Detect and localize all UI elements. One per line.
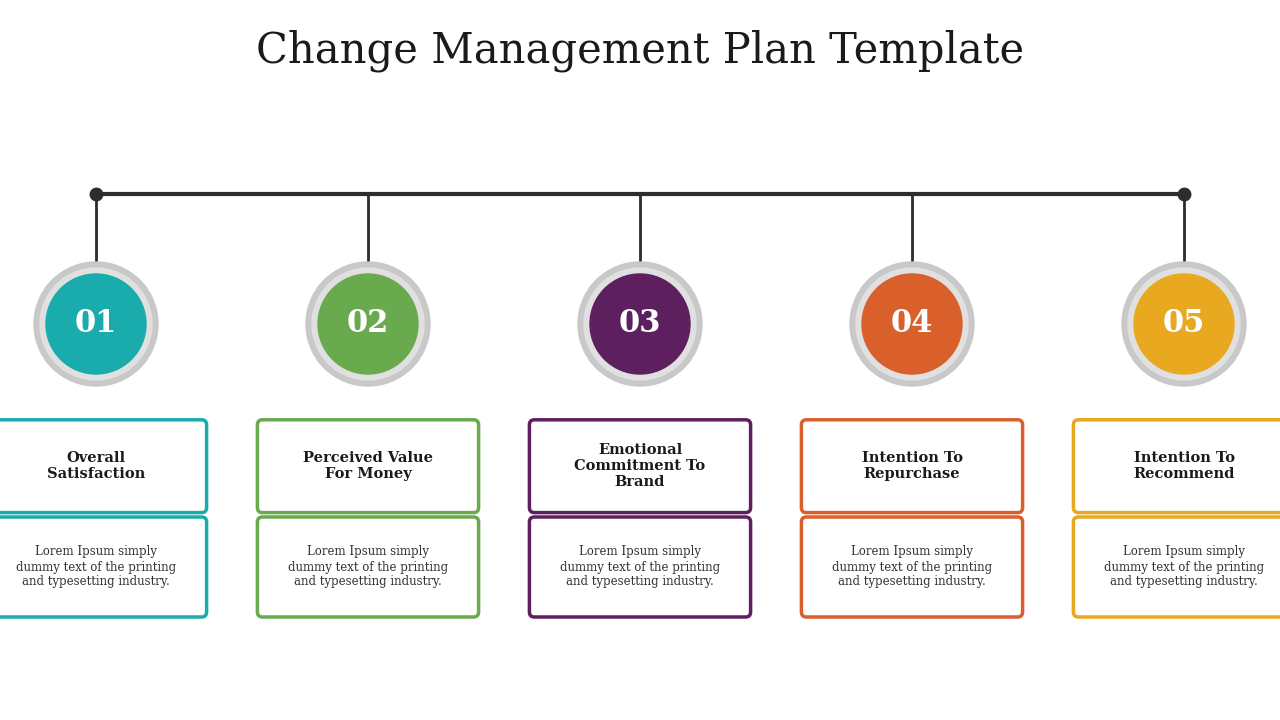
Circle shape [312, 268, 424, 380]
Circle shape [46, 274, 146, 374]
Text: Change Management Plan Template: Change Management Plan Template [256, 29, 1024, 72]
FancyBboxPatch shape [0, 420, 206, 513]
Circle shape [861, 274, 963, 374]
Circle shape [584, 268, 696, 380]
FancyBboxPatch shape [1074, 420, 1280, 513]
Circle shape [579, 262, 701, 386]
Text: Perceived Value
For Money: Perceived Value For Money [303, 451, 433, 481]
Text: Lorem Ipsum simply
dummy text of the printing
and typesetting industry.: Lorem Ipsum simply dummy text of the pri… [1103, 546, 1265, 588]
Text: Lorem Ipsum simply
dummy text of the printing
and typesetting industry.: Lorem Ipsum simply dummy text of the pri… [288, 546, 448, 588]
Text: Emotional
Commitment To
Brand: Emotional Commitment To Brand [575, 443, 705, 490]
Circle shape [856, 268, 968, 380]
Text: Intention To
Repurchase: Intention To Repurchase [861, 451, 963, 481]
Text: Overall
Satisfaction: Overall Satisfaction [47, 451, 145, 481]
Text: 03: 03 [618, 308, 662, 340]
Circle shape [35, 262, 157, 386]
Circle shape [1128, 268, 1240, 380]
Circle shape [1123, 262, 1245, 386]
Text: Intention To
Recommend: Intention To Recommend [1133, 451, 1235, 481]
FancyBboxPatch shape [530, 517, 750, 617]
Circle shape [317, 274, 419, 374]
Text: Lorem Ipsum simply
dummy text of the printing
and typesetting industry.: Lorem Ipsum simply dummy text of the pri… [15, 546, 177, 588]
Text: 05: 05 [1162, 308, 1206, 340]
FancyBboxPatch shape [801, 420, 1023, 513]
Text: Lorem Ipsum simply
dummy text of the printing
and typesetting industry.: Lorem Ipsum simply dummy text of the pri… [559, 546, 721, 588]
FancyBboxPatch shape [0, 517, 206, 617]
Text: 01: 01 [74, 308, 118, 340]
Text: 04: 04 [891, 308, 933, 340]
FancyBboxPatch shape [801, 517, 1023, 617]
Text: Lorem Ipsum simply
dummy text of the printing
and typesetting industry.: Lorem Ipsum simply dummy text of the pri… [832, 546, 992, 588]
Circle shape [306, 262, 430, 386]
Circle shape [40, 268, 152, 380]
Circle shape [850, 262, 974, 386]
FancyBboxPatch shape [1074, 517, 1280, 617]
Circle shape [590, 274, 690, 374]
FancyBboxPatch shape [257, 517, 479, 617]
Circle shape [1134, 274, 1234, 374]
FancyBboxPatch shape [530, 420, 750, 513]
FancyBboxPatch shape [257, 420, 479, 513]
Text: 02: 02 [347, 308, 389, 340]
